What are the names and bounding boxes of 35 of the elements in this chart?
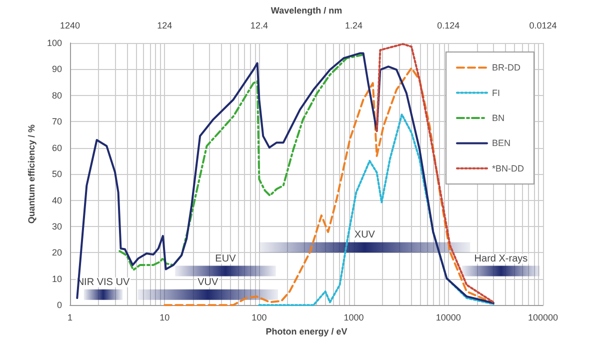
band-label: XUV [354, 230, 376, 241]
text: 0.124 [437, 20, 460, 30]
text: 1.24 [345, 20, 363, 30]
x-tick-label: 100000 [528, 312, 558, 323]
y-tick-label: 60 [52, 142, 62, 153]
x-tick-label: 1 [67, 312, 73, 323]
x-tick-label: 1000 [344, 312, 364, 323]
x-tick-label: 100 [252, 312, 267, 323]
legend-label: *BN-DD [492, 163, 524, 174]
y-tick-label: 100 [46, 38, 62, 48]
y-tick-label: 30 [52, 221, 62, 232]
y-tick-label: 50 [52, 169, 62, 180]
y-axis-title: Quantum efficiency / % [26, 124, 37, 224]
y-tick-label: 90 [52, 64, 62, 74]
x-axis-title: Photon energy / eV [266, 326, 348, 336]
x-tick-label: 10 [160, 312, 170, 323]
x-tick-label: 10000 [436, 312, 461, 323]
legend-label: FI [492, 88, 500, 98]
x2-axis-title: Wavelength / nm [270, 6, 342, 16]
band-label: VUV [198, 276, 218, 288]
legend-label: BN [492, 113, 505, 123]
y-tick-label: 20 [52, 248, 62, 258]
y-tick-label: 10 [52, 274, 62, 284]
text: 1240 [60, 20, 80, 30]
y-tick-label: 40 [52, 195, 62, 206]
text: 0.0124 [529, 20, 557, 30]
legend-label: BR-DD [492, 62, 521, 73]
text: 12.4 [250, 20, 268, 30]
y-tick-label: 0 [56, 300, 62, 310]
band-label: EUV [215, 253, 236, 264]
legend-label: BEN [492, 138, 511, 148]
y-tick-label: 70 [52, 116, 62, 127]
band-label: Hard X-rays [474, 253, 528, 264]
text: 124 [157, 20, 172, 30]
y-tick-label: 80 [52, 90, 62, 100]
